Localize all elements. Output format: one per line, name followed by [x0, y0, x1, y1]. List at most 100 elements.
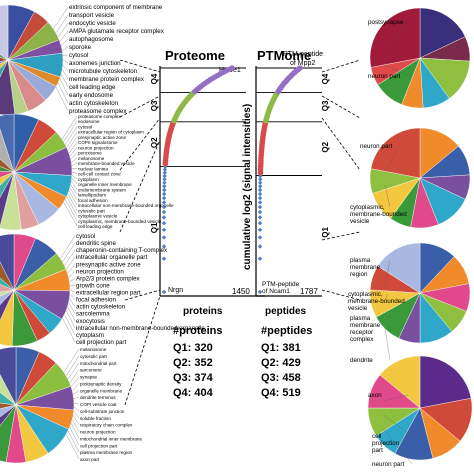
left-pie-1-leader: [59, 30, 69, 42]
left-pie-4-leader: [72, 383, 80, 391]
proteome-x-start-label: Nrgn: [168, 287, 183, 294]
right-pie-1-leader: [384, 21, 409, 52]
left-pie-3-leader: [62, 243, 76, 262]
left-pie-4-slice: [0, 402, 17, 409]
left-pie-1-leader: [57, 82, 69, 104]
right-pie-1-label: neuron part: [368, 73, 400, 80]
left-pie-2-slice: [0, 170, 15, 178]
left-pie-4-label: plasma membrane region: [80, 450, 133, 455]
left-pie-4-label: axon part: [80, 457, 100, 462]
left-pie-4-leader: [70, 376, 80, 387]
left-pie-4-label: mitochondrial inner membrane: [80, 436, 142, 441]
right-pie-4-slice: [379, 355, 421, 409]
data-point: [258, 184, 263, 189]
left-pie-4-leader: [73, 411, 80, 418]
left-pie-2-slice: [0, 171, 15, 228]
ptmome-x-end-label: 1787: [300, 287, 318, 296]
left-pie-4-label: synapse: [80, 375, 98, 380]
left-pie-3-leader: [64, 250, 76, 266]
proteome-summary-q3: Q3: 374: [173, 372, 214, 384]
right-pie-3-label: vesicle: [348, 305, 368, 312]
left-pie-4-label: sarcomere: [80, 368, 102, 373]
quartile-label-q2: Q2: [150, 137, 159, 148]
left-pie-1-leader: [61, 38, 69, 47]
data-point: [161, 289, 167, 295]
left-pie-2-label: endomembrane system: [78, 187, 126, 192]
data-point: [257, 200, 263, 205]
left-pie-2-leader: [69, 187, 78, 200]
left-pie-2-label: proteasome complex: [78, 114, 121, 119]
left-pie-2-leader: [71, 181, 78, 190]
proteome-title: Proteome: [165, 48, 225, 63]
data-point: [162, 184, 167, 189]
data-point: [257, 235, 263, 240]
data-point: [258, 180, 263, 185]
left-pie-1-label: cell leading edge: [69, 84, 116, 91]
left-pie-3-leader: [62, 318, 76, 343]
ptmome-summary-q3: Q3: 458: [261, 372, 301, 384]
left-pie-1-leader: [59, 78, 69, 96]
left-pie-4-leader: [70, 423, 80, 439]
data-point: [257, 187, 263, 193]
right-pie-3-label: membrane: [350, 322, 381, 329]
left-pie-4-leader: [67, 362, 80, 380]
data-point: [161, 221, 167, 226]
data-point: [161, 244, 167, 249]
proteome-quartile-labels: Q1 Q2 Q3 Q4: [150, 73, 159, 233]
left-pie-2-label: intracellular non-membrane-bounded organ…: [78, 203, 174, 208]
data-point: [162, 191, 167, 197]
left-pie-3-leader: [67, 306, 76, 321]
left-pie-3-leader: [64, 314, 76, 335]
left-pie-2-label: peroxisome: [78, 151, 102, 156]
left-pie-4-leader: [67, 430, 80, 453]
left-pie-2-leader: [71, 162, 78, 166]
left-pie-4-slice: [0, 404, 17, 463]
left-pie-3-leader: [69, 298, 76, 307]
left-pie-2-label: endosome: [78, 119, 100, 124]
left-pie-4-label: organelle membrane: [80, 388, 123, 393]
left-pie-2-leader: [61, 115, 78, 140]
left-pie-4-leader: [69, 369, 80, 384]
right-pie-2-label: vesicle: [350, 218, 370, 225]
left-pie-2-label: neuron projection: [78, 145, 114, 150]
right-pie-4-label: axon: [368, 392, 382, 399]
left-pie-4-label: cell projection part: [80, 443, 118, 448]
left-pie-4-leader: [72, 419, 80, 432]
left-pie-1-leader: [62, 46, 69, 51]
left-pie-2-label: extracellular region of cytoplasm: [78, 130, 144, 135]
left-pie-1-label: AMPA glutamate receptor complex: [69, 28, 165, 35]
left-pie-2-leader: [69, 147, 78, 157]
shared-ylabel: cumulative log2 (signal intensities): [242, 104, 253, 270]
left-pie-2-label: melanosome: [78, 156, 105, 161]
left-pie-3-label: cytosol: [76, 233, 95, 240]
quartile-label-q1: Q1: [150, 222, 159, 233]
left-pie-1-label: extrinsic component of membrane: [69, 4, 163, 11]
right-pie-1-slice: [369, 7, 421, 68]
data-point: [161, 215, 167, 220]
left-pie-3-leader: [69, 289, 76, 293]
left-pie-2-label: presynaptic active zone: [78, 135, 126, 140]
left-pie-2-label: COPII signalosome: [78, 140, 118, 145]
left-pie-4-leader: [63, 348, 80, 373]
ptmome-points: [257, 65, 303, 295]
data-point: [257, 191, 263, 197]
left-pie-3-label: extracellular region part: [76, 290, 141, 297]
left-pie-1-label: transport vesicle: [69, 12, 115, 19]
left-pie-2-leader: [71, 171, 78, 174]
proteome-summary-q2: Q2: 352: [173, 357, 213, 369]
left-pie-2-label: nuclear lamina: [78, 166, 108, 171]
left-pie-1-slice: [0, 59, 9, 64]
left-pie-4-slice: [0, 346, 17, 406]
left-pie-1-label: actin cytoskeleton: [69, 100, 119, 107]
left-pie-3-leader: [67, 264, 76, 274]
right-pie-2-label: membrane-bounded: [350, 211, 407, 218]
left-pie-2-leader: [66, 131, 78, 148]
left-pie-4-leader: [65, 355, 80, 376]
proteome-summary-q1: Q1: 320: [173, 342, 213, 354]
right-pie-4-slice: [419, 355, 472, 409]
proteome-summary-title: #proteins: [173, 325, 223, 337]
data-point: [257, 209, 263, 215]
right-pie-3-label: membrane-bounded: [348, 298, 405, 305]
left-pie-3-label: presynaptic active zone: [76, 261, 141, 268]
